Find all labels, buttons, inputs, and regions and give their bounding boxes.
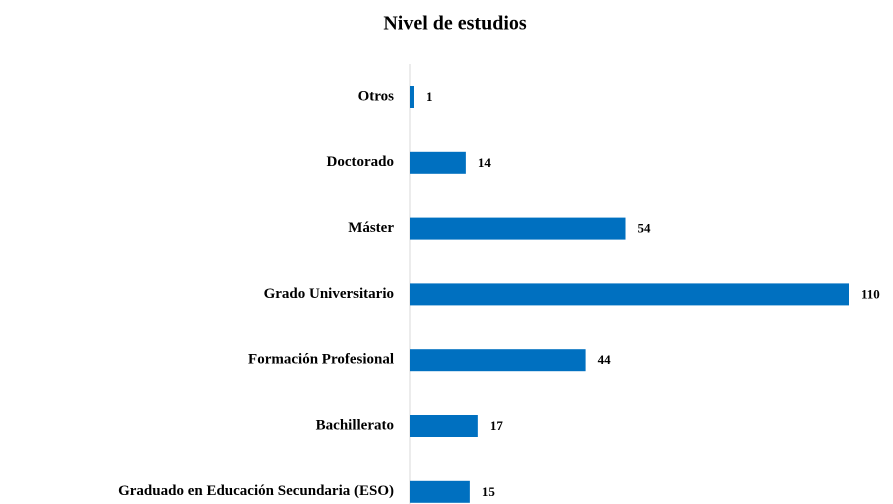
y-tick-label: Graduado en Educación Secundaria (ESO) — [118, 483, 394, 499]
y-tick-label: Bachillerato — [316, 417, 394, 433]
data-label: 44 — [598, 352, 612, 367]
y-tick-label: Grado Universitario — [264, 286, 394, 302]
data-label: 14 — [478, 155, 492, 170]
data-label: 15 — [482, 484, 496, 499]
bar — [410, 349, 586, 372]
bar — [410, 151, 466, 174]
bar — [410, 480, 470, 503]
chart-title: Nivel de estudios — [383, 13, 527, 35]
y-tick-label: Doctorado — [327, 154, 395, 170]
bar — [410, 86, 414, 108]
data-label: 1 — [426, 89, 433, 104]
data-label: 110 — [861, 286, 880, 301]
bar — [410, 283, 849, 306]
data-label: 17 — [490, 418, 504, 433]
y-tick-label: Formación Profesional — [248, 352, 394, 368]
y-tick-label: Máster — [348, 220, 394, 236]
y-tick-label: Otros — [358, 88, 395, 104]
bar — [410, 217, 626, 240]
data-label: 54 — [638, 221, 652, 236]
bar — [410, 415, 478, 437]
